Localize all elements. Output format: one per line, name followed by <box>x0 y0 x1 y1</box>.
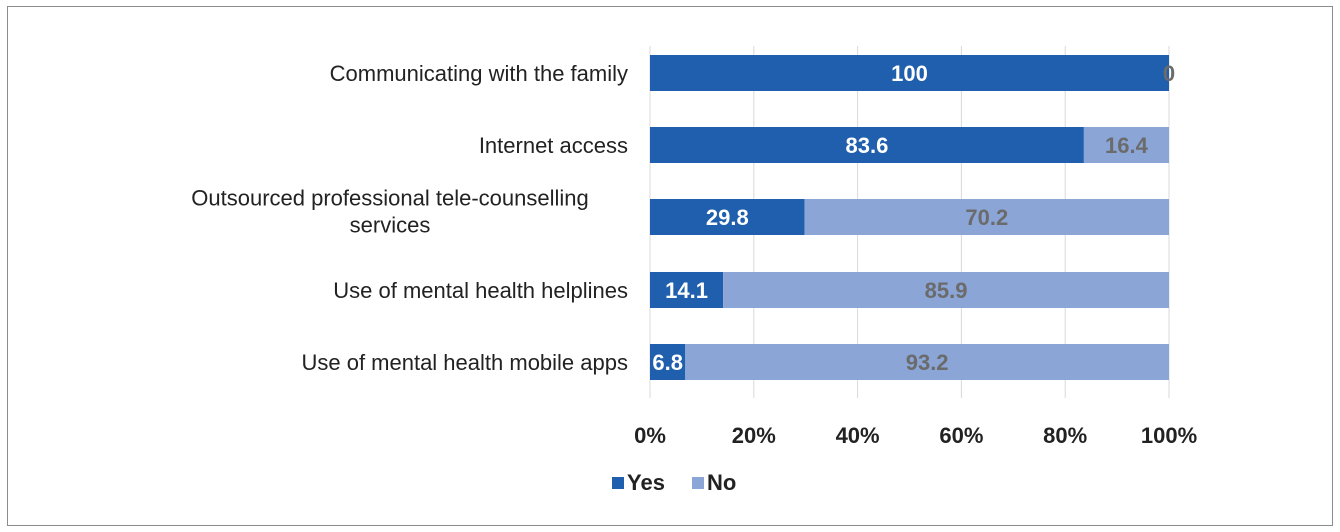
x-tick-label: 40% <box>836 423 880 448</box>
data-label-no: 85.9 <box>925 278 968 303</box>
chart-frame <box>7 6 1333 526</box>
category-label: Communicating with the family <box>330 61 628 86</box>
x-tick-label: 100% <box>1141 423 1197 448</box>
legend-label-yes: Yes <box>627 470 665 495</box>
bar-no <box>1083 127 1169 163</box>
data-label-yes: 14.1 <box>665 278 708 303</box>
bars: 100 0 83.6 16.4 29.8 70.2 14.1 85.9 6.8 93.2 <box>650 55 1175 380</box>
legend-swatch-yes <box>612 477 624 489</box>
data-label-no: 0 <box>1163 61 1175 86</box>
data-label-no: 16.4 <box>1105 133 1149 158</box>
data-label-yes: 100 <box>891 61 928 86</box>
category-label: Internet access <box>479 133 628 158</box>
data-label-no: 70.2 <box>965 205 1008 230</box>
legend-label-no: No <box>707 470 736 495</box>
bar-yes <box>650 127 1084 163</box>
data-label-no: 93.2 <box>906 350 949 375</box>
x-tick-label: 80% <box>1043 423 1087 448</box>
category-label: Use of mental health helplines <box>333 278 628 303</box>
data-label-yes: 6.8 <box>652 350 683 375</box>
x-tick-label: 20% <box>732 423 776 448</box>
category-label: Outsourced professional tele-counselling… <box>191 186 588 238</box>
category-label: Use of mental health mobile apps <box>301 350 628 375</box>
bar-yes <box>650 199 805 235</box>
x-tick-label: 60% <box>939 423 983 448</box>
data-label-yes: 29.8 <box>706 205 749 230</box>
legend-swatch-no <box>692 477 704 489</box>
legend: Yes No <box>612 470 736 495</box>
bar-yes <box>650 272 724 308</box>
bar-yes <box>650 344 686 380</box>
data-label-yes: 83.6 <box>846 133 889 158</box>
bar-no <box>723 272 1169 308</box>
bar-no <box>685 344 1169 380</box>
x-tick-labels: 0% 20% 40% 60% 80% 100% <box>634 423 1197 448</box>
bar-no <box>804 199 1169 235</box>
bar-yes <box>650 55 1169 91</box>
x-tick-label: 0% <box>634 423 666 448</box>
category-labels: Communicating with the family Internet ac… <box>191 61 628 375</box>
